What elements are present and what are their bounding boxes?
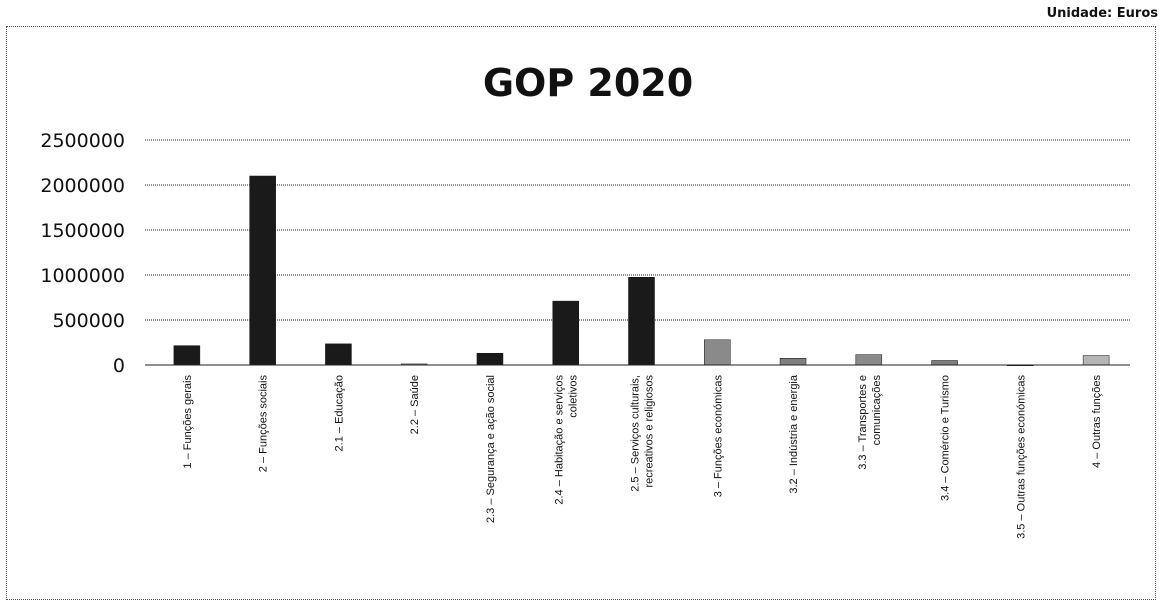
x-tick-label-line: 2.1 – Educação — [333, 375, 345, 451]
x-tick-label: 2 – Funções sociais — [258, 375, 270, 473]
x-tick-label: 3.3 – Transportes e comunicações — [857, 375, 883, 470]
bar — [855, 354, 883, 366]
chart-frame — [6, 26, 1156, 600]
x-tick-label-line: 4 – Outras funções — [1091, 375, 1103, 468]
x-tick-label-line: 3.2 – Indústria e energia — [788, 374, 800, 494]
bar — [1082, 355, 1110, 366]
x-axis-tick-labels: 1 – Funções gerais 2 – Funções sociais 2.1… — [182, 374, 1103, 539]
x-tick-label-line: 3.3 – Transportes e — [857, 375, 869, 470]
x-tick-label-line: 2.2 – Saúde — [409, 375, 421, 434]
bar — [628, 277, 655, 366]
x-tick-label: 3.4 – Comércio e Turismo — [940, 375, 952, 501]
bars — [173, 175, 1110, 366]
y-tick-label: 1500000 — [40, 220, 125, 242]
y-tick-label: 0 — [113, 355, 125, 377]
x-tick-label: 3.2 – Indústria e energia — [788, 374, 800, 494]
bar — [704, 339, 731, 366]
x-tick-label-line: 2.4 – Habitação e serviços — [554, 375, 566, 505]
x-tick-label: 2.2 – Saúde — [409, 375, 421, 434]
x-tick-label: 4 – Outras funções — [1091, 375, 1103, 468]
unit-label: Unidade: Euros — [1046, 6, 1158, 21]
x-tick-label-line: 1 – Funções gerais — [182, 375, 194, 469]
x-tick-label: 2.4 – Habitação e serviços coletivos — [554, 375, 580, 505]
y-axis-tick-labels: 0 500000 1000000 1500000 2000000 2500000 — [40, 130, 125, 377]
x-tick-label-line: recreativos e religiosos — [644, 375, 656, 488]
bar — [173, 345, 201, 366]
bar — [476, 353, 504, 366]
x-tick-label: 3.5 – Outras funções económicas — [1015, 375, 1027, 539]
x-tick-label-line: comunicações — [871, 375, 883, 446]
x-tick-label-line: 2.3 – Segurança e ação social — [485, 375, 497, 523]
y-tick-label: 2000000 — [40, 175, 125, 197]
x-tick-label-line: 3.5 – Outras funções económicas — [1015, 375, 1027, 539]
bar — [552, 300, 579, 366]
bar — [779, 358, 807, 366]
x-tick-label-line: 2 – Funções sociais — [258, 375, 270, 473]
x-tick-label-line: coletivos — [568, 375, 580, 418]
chart-title: GOP 2020 — [483, 61, 693, 105]
x-tick-label-line: 3 – Funções económicas — [712, 375, 724, 498]
x-tick-label-line: 3.4 – Comércio e Turismo — [940, 375, 952, 501]
x-tick-label: 2.3 – Segurança e ação social — [485, 375, 497, 523]
y-tick-label: 2500000 — [40, 130, 125, 152]
bar — [325, 343, 352, 366]
x-tick-label: 1 – Funções gerais — [182, 375, 194, 469]
grid-lines — [145, 139, 1130, 321]
y-tick-label: 500000 — [52, 310, 125, 332]
x-tick-label: 2.5 – Serviços culturais, recreativos e r… — [630, 375, 656, 492]
x-tick-label-line: 2.5 – Serviços culturais, — [630, 375, 642, 492]
x-tick-label: 3 – Funções económicas — [712, 375, 724, 498]
x-tick-label: 2.1 – Educação — [333, 375, 345, 451]
bar — [249, 175, 276, 366]
y-tick-label: 1000000 — [40, 265, 125, 287]
bar — [931, 360, 958, 366]
